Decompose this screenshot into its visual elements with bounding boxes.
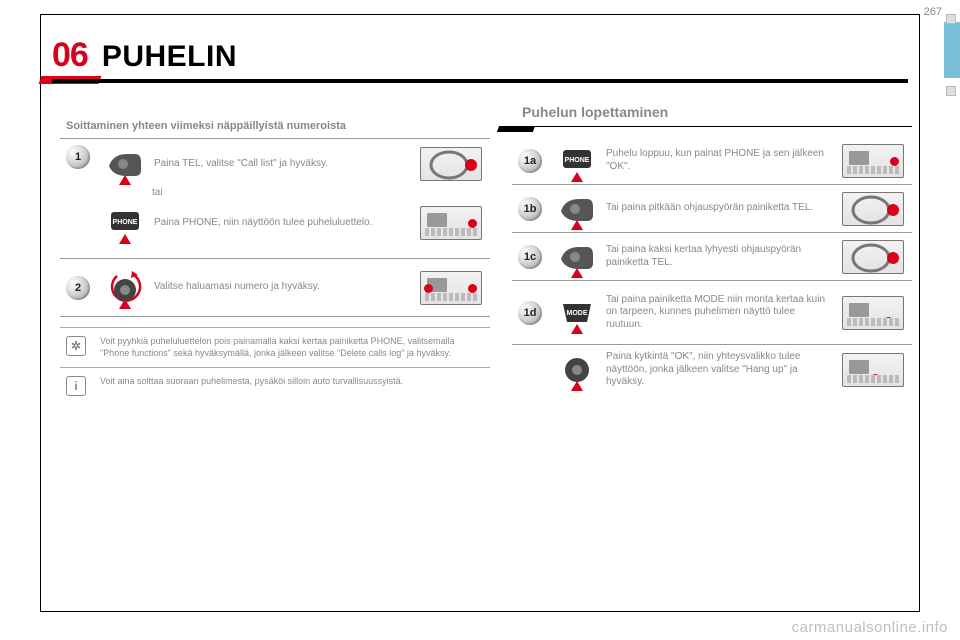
- step-badge: 1b: [518, 197, 542, 221]
- step-1a: 1a PHONE Puhelu loppuu, kun painat PHONE…: [512, 137, 912, 185]
- end-call-section: Puhelun lopettaminen 1a PHONE Puhelu lop…: [512, 100, 912, 395]
- press-arrow-icon: [571, 381, 583, 391]
- press-arrow-icon: [571, 220, 583, 230]
- or-separator: tai: [152, 187, 486, 198]
- section-tab: [944, 22, 960, 78]
- chapter-number: 06: [52, 36, 88, 75]
- svg-text:PHONE: PHONE: [565, 157, 590, 164]
- step-badge: 1c: [518, 245, 542, 269]
- svg-text:PHONE: PHONE: [113, 219, 138, 226]
- press-arrow-icon: [571, 324, 583, 334]
- tip-icon: ✲: [66, 336, 86, 356]
- info-note: i Voit aina soittaa suoraan puhelimesta,…: [60, 367, 490, 404]
- steering-wheel-thumb: [842, 240, 904, 274]
- phone-button-icon: PHONE: [556, 144, 598, 178]
- edge-marker: [946, 14, 956, 24]
- step-badge: 2: [66, 276, 90, 300]
- step-badge: 1d: [518, 301, 542, 325]
- steering-wheel-thumb: [842, 192, 904, 226]
- step-text: Puhelu loppuu, kun painat PHONE ja sen j…: [606, 148, 836, 173]
- steering-stalk-icon: [104, 147, 146, 181]
- info-icon: i: [66, 376, 86, 396]
- note-text: Voit aina soittaa suoraan puhelimesta, p…: [100, 376, 484, 396]
- press-arrow-icon: [119, 299, 131, 309]
- step-text: Valitse haluamasi numero ja hyväksy.: [154, 281, 414, 294]
- step-badge: 1a: [518, 149, 542, 173]
- phone-button-icon: PHONE: [104, 206, 146, 240]
- step-text: Tai paina kaksi kertaa lyhyesti ohjauspy…: [606, 244, 836, 269]
- call-from-log-section: Soittaminen yhteen viimeksi näppäillyist…: [60, 120, 490, 404]
- press-arrow-icon: [119, 234, 131, 244]
- note-text: Voit pyyhkiä puheluluettelon pois painam…: [100, 336, 484, 359]
- step-text: Paina kytkintä "OK", niin yhteysvalikko …: [606, 351, 836, 389]
- svg-text:MODE: MODE: [567, 310, 588, 317]
- console-thumb: [420, 271, 482, 305]
- steering-wheel-thumb: [420, 147, 482, 181]
- subheading: Soittaminen yhteen viimeksi näppäillyist…: [66, 120, 490, 132]
- step-1d: 1d MODE Tai paina painiketta MODE niin m…: [512, 281, 912, 345]
- tip-note: ✲ Voit pyyhkiä puheluluettelon pois pain…: [60, 327, 490, 367]
- step-text: Tai paina pitkään ohjauspyörän painikett…: [606, 202, 836, 215]
- chapter-title: PUHELIN: [102, 40, 237, 74]
- watermark: carmanualsonline.info: [792, 619, 948, 636]
- press-arrow-icon: [571, 172, 583, 182]
- step-text: Paina PHONE, niin näyttöön tulee puhelul…: [154, 217, 414, 230]
- section-heading: Puhelun lopettaminen: [512, 100, 912, 127]
- rotary-knob-icon: [104, 271, 146, 305]
- mode-button-icon: MODE: [556, 296, 598, 330]
- step-text: Paina TEL, valitse "Call list" ja hyväks…: [154, 158, 414, 171]
- step-2: 2 Valitse haluamasi numero ja hyväksy.: [60, 259, 490, 317]
- console-thumb: [420, 206, 482, 240]
- console-thumb: [842, 296, 904, 330]
- steering-stalk-icon: [556, 192, 598, 226]
- console-thumb: [842, 144, 904, 178]
- step-final: Paina kytkintä "OK", niin yhteysvalikko …: [512, 345, 912, 395]
- step-badge: 1: [66, 145, 90, 169]
- step-1: 1 Paina TEL, valitse "Call list" ja hyvä…: [60, 139, 490, 259]
- press-arrow-icon: [119, 175, 131, 185]
- chapter-title-bar: 06 PUHELIN: [52, 36, 908, 83]
- steering-stalk-icon: [556, 240, 598, 274]
- page-number: 267: [924, 6, 942, 18]
- rotary-knob-icon: [556, 353, 598, 387]
- console-thumb: [842, 353, 904, 387]
- step-text: Tai paina painiketta MODE niin monta ker…: [606, 294, 836, 332]
- edge-marker: [946, 86, 956, 96]
- step-1b: 1b Tai paina pitkään ohjauspyörän painik…: [512, 185, 912, 233]
- step-1c: 1c Tai paina kaksi kertaa lyhyesti ohjau…: [512, 233, 912, 281]
- press-arrow-icon: [571, 268, 583, 278]
